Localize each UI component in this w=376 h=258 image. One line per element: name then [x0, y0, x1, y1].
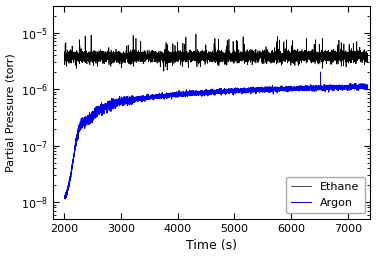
Argon: [117, 95, 122, 98]
Y-axis label: Partial Pressure (torr): Partial Pressure (torr): [6, 53, 15, 172]
Line: Ethane: Ethane: [64, 34, 368, 71]
Argon: [288, 88, 293, 91]
Ethane: [162, 70, 166, 73]
Argon: [63, 197, 67, 200]
Argon: [244, 88, 249, 92]
Legend: Ethane, Argon: Ethane, Argon: [285, 177, 365, 213]
Argon: [311, 84, 316, 87]
Ethane: [365, 59, 370, 62]
Ethane: [288, 56, 293, 59]
Ethane: [312, 57, 316, 60]
X-axis label: Time (s): Time (s): [186, 239, 237, 252]
Line: Argon: Argon: [64, 72, 368, 199]
Argon: [318, 70, 323, 74]
Ethane: [178, 56, 183, 59]
Ethane: [117, 57, 122, 60]
Ethane: [259, 54, 264, 57]
Argon: [62, 194, 67, 197]
Argon: [259, 89, 264, 92]
Argon: [365, 84, 370, 87]
Ethane: [62, 58, 67, 61]
Ethane: [244, 56, 249, 59]
Ethane: [194, 33, 198, 36]
Argon: [178, 93, 183, 96]
